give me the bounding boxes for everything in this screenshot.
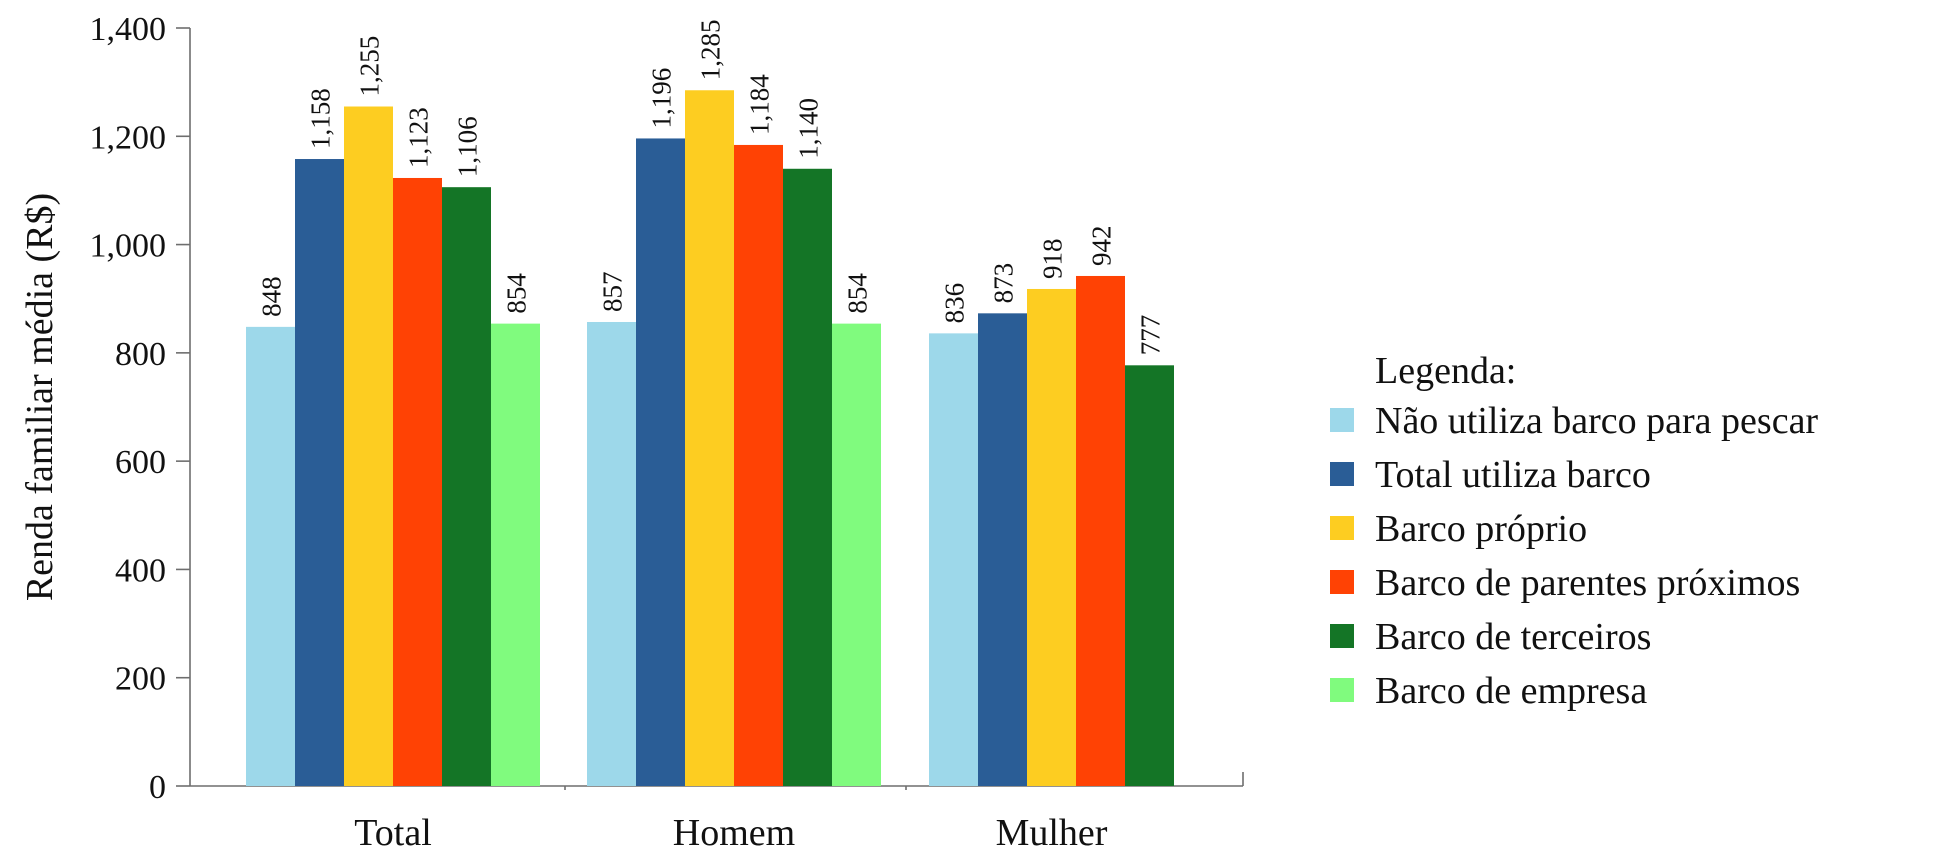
bar: [1076, 275, 1125, 786]
bar-value-label: 918: [1038, 238, 1068, 279]
bar: [1027, 288, 1076, 786]
legend-label: Total utiliza barco: [1375, 454, 1651, 496]
legend-swatch: [1330, 570, 1354, 594]
bar-value-label: 857: [598, 271, 628, 312]
legend-swatch: [1330, 516, 1354, 540]
bar-value-label: 942: [1087, 225, 1117, 266]
bar: [734, 144, 783, 786]
legend-label: Não utiliza barco para pescar: [1375, 400, 1818, 442]
bar-value-label: 777: [1136, 315, 1166, 356]
bar: [587, 321, 636, 786]
bar-value-label: 1,184: [745, 74, 775, 135]
data-labels: 848 1,158 1,255 1,123 1,106 854 857 1,196 1,285 1…: [257, 20, 1166, 356]
axes: 0 200 400 600 800 1,000 1,200 1,400 Renda famili…: [19, 11, 1244, 854]
legend-swatch: [1330, 408, 1354, 432]
y-axis-title: Renda familiar média (R$): [19, 193, 61, 601]
y-tick-label: 1,000: [90, 228, 167, 265]
bar: [685, 90, 734, 786]
bar: [783, 168, 832, 786]
bar: [246, 326, 295, 786]
bar: [491, 323, 540, 786]
bar-value-label: 1,123: [404, 107, 434, 168]
y-tick-label: 0: [149, 769, 166, 806]
y-tick-label: 1,400: [90, 11, 167, 48]
bar-value-label: 854: [843, 273, 873, 314]
bar-value-label: 848: [257, 276, 287, 317]
bar: [1125, 365, 1174, 786]
bars: [246, 90, 1174, 787]
bar-value-label: 1,106: [453, 116, 483, 177]
legend-label: Barco de terceiros: [1375, 616, 1651, 658]
bar: [442, 187, 491, 786]
legend-label: Barco próprio: [1375, 508, 1587, 550]
legend-swatch: [1330, 624, 1354, 648]
legend-label: Barco de empresa: [1375, 670, 1647, 712]
bar-value-label: 1,158: [306, 88, 336, 149]
bar: [978, 313, 1027, 786]
bar: [393, 177, 442, 786]
bar-value-label: 1,285: [696, 20, 726, 81]
legend-title: Legenda:: [1375, 350, 1516, 392]
y-tick-label: 400: [115, 552, 166, 589]
bar: [295, 159, 344, 787]
bar-value-label: 1,140: [794, 98, 824, 159]
bar-value-label: 873: [989, 263, 1019, 304]
y-tick-label: 600: [115, 444, 166, 481]
bar-value-label: 1,255: [355, 36, 385, 97]
y-tick-label: 1,200: [90, 119, 167, 156]
y-tick-label: 200: [115, 661, 166, 698]
bar: [832, 323, 881, 786]
x-category-label: Total: [354, 812, 432, 852]
bar-value-label: 836: [940, 283, 970, 324]
legend-swatch: [1330, 462, 1354, 486]
x-category-label: Mulher: [996, 812, 1108, 852]
legend-label: Barco de parentes próximos: [1375, 562, 1800, 604]
bar: [636, 138, 685, 787]
legend: Legenda: Não utiliza barco para pescar Tot…: [1330, 350, 1818, 712]
legend-swatch: [1330, 678, 1354, 702]
y-tick-label: 800: [115, 336, 166, 373]
x-category-label: Homem: [673, 812, 795, 852]
bar-value-label: 1,196: [647, 68, 677, 129]
bar: [344, 106, 393, 786]
bar: [929, 333, 978, 786]
bar-value-label: 854: [502, 273, 532, 314]
